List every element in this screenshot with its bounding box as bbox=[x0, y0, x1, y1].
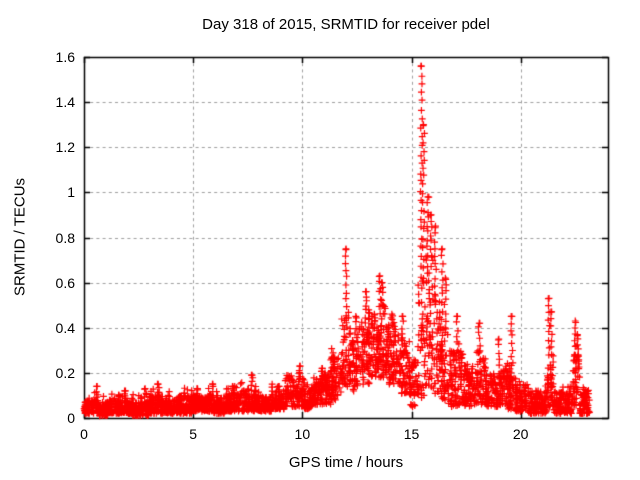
x-tick-label: 15 bbox=[403, 426, 420, 442]
x-axis-label: GPS time / hours bbox=[288, 454, 404, 471]
y-tick-label: 1.6 bbox=[55, 49, 75, 65]
y-tick-label: 0 bbox=[67, 410, 75, 426]
chart-title: Day 318 of 2015, SRMTID for receiver pde… bbox=[202, 16, 490, 33]
y-tick-label: 1.2 bbox=[55, 139, 75, 156]
y-tick-label: 1 bbox=[67, 184, 75, 201]
y-tick-label: 0.2 bbox=[55, 364, 75, 381]
x-tick-label: 20 bbox=[512, 426, 529, 442]
x-tick-label: 5 bbox=[189, 426, 198, 442]
y-tick-label: 1.4 bbox=[55, 94, 75, 111]
y-tick-label: 0.6 bbox=[55, 274, 75, 291]
x-tick-label: 10 bbox=[294, 426, 311, 442]
y-tick-label: 0.4 bbox=[55, 319, 75, 336]
y-tick-label: 0.8 bbox=[55, 229, 75, 246]
x-tick-label: 0 bbox=[80, 426, 88, 442]
